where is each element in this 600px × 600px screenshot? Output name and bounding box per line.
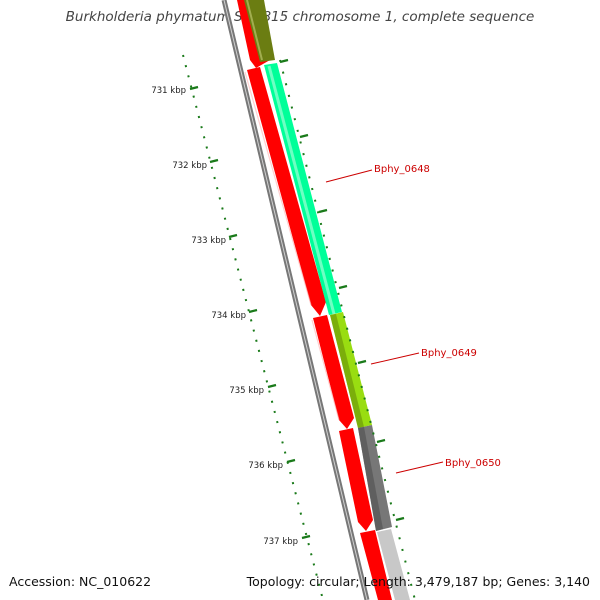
tick-label-732: 732 kbp bbox=[172, 161, 207, 171]
reverse-cds-4[interactable] bbox=[339, 428, 373, 531]
accession-text: Accession: NC_010622 bbox=[9, 574, 152, 589]
gene-label-text-bphy-0648[interactable]: Bphy_0648 bbox=[374, 164, 430, 175]
tick-label-735: 735 kbp bbox=[229, 386, 264, 396]
inner-major-ticks bbox=[279, 58, 405, 522]
tick-label-731: 731 kbp bbox=[151, 86, 186, 96]
forward-cds-track bbox=[244, 0, 410, 600]
tick-marks bbox=[189, 85, 311, 540]
reverse-cds-track bbox=[237, 0, 392, 600]
gene-label-bphy-0650[interactable]: Bphy_0650 bbox=[395, 458, 501, 474]
map-title: Burkholderia phymatum STM815 chromosome … bbox=[65, 9, 535, 25]
tick-label-737: 737 kbp bbox=[263, 537, 298, 547]
reverse-cds-2[interactable] bbox=[247, 67, 326, 316]
tick-label-736: 736 kbp bbox=[248, 461, 283, 471]
gene-label-bphy-0648[interactable]: Bphy_0648 bbox=[325, 164, 430, 183]
gene-label-bphy-0649[interactable]: Bphy_0649 bbox=[370, 348, 477, 365]
reverse-cds-3[interactable] bbox=[313, 315, 354, 429]
gene-label-text-bphy-0649[interactable]: Bphy_0649 bbox=[421, 348, 477, 359]
reverse-cds-5[interactable] bbox=[360, 530, 392, 600]
gene-light-grey[interactable] bbox=[377, 529, 410, 600]
gene-label-text-bphy-0650[interactable]: Bphy_0650 bbox=[445, 458, 501, 469]
tick-label-733: 733 kbp bbox=[191, 236, 226, 246]
backbone bbox=[221, 0, 370, 600]
genome-stats-text: Topology: circular; Length: 3,479,187 bp… bbox=[246, 574, 590, 589]
tick-label-734: 734 kbp bbox=[211, 311, 246, 321]
